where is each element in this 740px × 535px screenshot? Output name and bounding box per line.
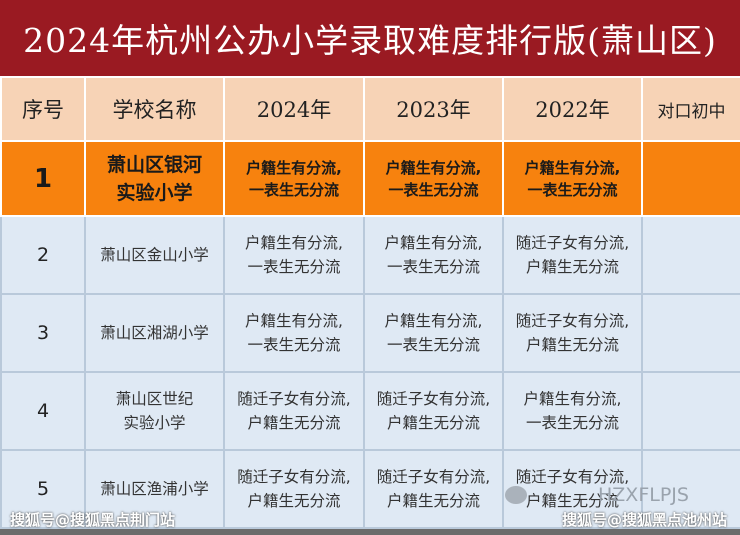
year-2024-cell: 户籍生有分流, 一表生无分流 [223,293,365,373]
year-2022-cell: 随迁子女有分流, 户籍生无分流 [502,293,643,373]
ranking-table: 序号 学校名称 2024年 2023年 2022年 对口初中 1 萧山区银河实验小… [0,76,740,529]
school-name-cell-text: 萧山区金山小学 [100,246,209,264]
header-cell: 序号 [0,76,86,142]
year-2024-cell: 随迁子女有分流, 户籍生无分流 [223,449,365,529]
rank-cell: 1 [0,140,86,217]
rank-cell: 2 [0,215,86,295]
header-cell: 学校名称 [84,76,225,142]
year-2023-cell-text: 一表生无分流 [388,180,479,199]
year-2023-cell-text: 户籍生有分流, [384,234,483,252]
year-2023-cell-text: 一表生无分流 [386,336,480,354]
year-2023-cell-text: 户籍生无分流 [386,414,480,432]
rank-cell-text: 2 [36,244,50,266]
year-2022-cell-text: 户籍生有分流, [524,158,621,177]
school-name-cell-text: 萧山区世纪 [115,390,194,408]
middle-school-cell [641,449,740,529]
school-name-cell: 萧山区湘湖小学 [84,293,225,373]
year-2023-cell: 户籍生有分流, 一表生无分流 [363,293,504,373]
year-2024-cell-text: 一表生无分流 [247,258,341,276]
table-row: 3 萧山区湘湖小学 户籍生有分流, 一表生无分流 户籍生有分流, 一表生无分流 随迁子女有分… [0,293,740,373]
year-2024-cell-text: 随迁子女有分流, [237,468,351,486]
year-2023-cell-text: 随迁子女有分流, [376,468,491,486]
school-name-cell: 萧山区渔浦小学 [84,449,225,529]
table-header: 序号 学校名称 2024年 2023年 2022年 对口初中 [0,76,740,142]
middle-school-cell [641,140,740,217]
year-2022-cell-text: 一表生无分流 [525,414,619,432]
watermark-right: 搜狐号@搜狐黑点池州站 [562,511,728,529]
rank-cell-text: 3 [36,322,50,344]
school-name-cell: 萧山区金山小学 [84,215,225,295]
middle-school-cell [641,293,740,373]
year-2024-cell-text: 户籍生无分流 [247,492,341,510]
rank-cell-text: 4 [36,400,50,422]
school-name-cell-text: 萧山区渔浦小学 [100,480,209,498]
year-2023-cell: 随迁子女有分流, 户籍生无分流 [363,449,504,529]
year-2024-cell-text: 户籍生有分流, [245,234,343,252]
year-2022-cell-text: 随迁子女有分流, [515,234,630,252]
year-2022-cell-text: 户籍生无分流 [525,492,619,510]
year-2024-cell-text: 随迁子女有分流, [237,390,351,408]
year-2023-cell-text: 随迁子女有分流, [376,390,491,408]
year-2023-cell-text: 户籍生有分流, [384,312,483,330]
year-2023-cell: 户籍生有分流, 一表生无分流 [363,215,504,295]
watermark-left: 搜狐号@搜狐黑点荆门站 [10,511,176,529]
school-name-cell: 萧山区世纪 实验小学 [84,371,225,451]
rank-cell-text: 5 [36,478,50,500]
page-title: 2024年杭州公办小学录取难度排行版(萧山区) [0,0,740,76]
year-2023-cell: 随迁子女有分流, 户籍生无分流 [363,371,504,451]
year-2024-cell: 户籍生有分流, 一表生无分流 [223,140,365,217]
year-2022-cell-text: 户籍生无分流 [525,336,619,354]
year-2024-cell: 户籍生有分流, 一表生无分流 [223,215,365,295]
table-row: 4 萧山区世纪 实验小学 随迁子女有分流, 户籍生无分流 随迁子女有分流, 户籍生无分流 户籍… [0,371,740,451]
year-2022-cell: 随迁子女有分流, 户籍生无分流 [502,449,643,529]
rank-cell: 4 [0,371,86,451]
year-2024-cell-text: 户籍生有分流, [245,312,343,330]
year-2022-cell: 户籍生有分流, 一表生无分流 [502,140,643,217]
year-2022-cell-text: 户籍生无分流 [525,258,619,276]
year-2023-cell-text: 户籍生有分流, [385,158,482,177]
year-2024-cell-text: 一表生无分流 [247,336,341,354]
table-row: 5 萧山区渔浦小学 随迁子女有分流, 户籍生无分流 随迁子女有分流, 户籍生无分流 随迁子女… [0,449,740,529]
school-name-cell-text: 萧山区湘湖小学 [100,324,209,342]
header-cell: 2024年 [223,76,365,142]
header-cell: 2022年 [502,76,643,142]
year-2023-cell: 户籍生有分流, 一表生无分流 [363,140,504,217]
year-2022-cell-text: 随迁子女有分流, [515,312,630,330]
year-2022-cell-text: 随迁子女有分流, [515,468,630,486]
rank-cell-text: 1 [33,163,53,194]
school-name-cell: 萧山区银河 实验小学 [84,140,225,217]
school-name-cell-text: 实验小学 [123,414,186,432]
wechat-watermark: HZXFLPJS [598,484,689,506]
rank-cell: 5 [0,449,86,529]
middle-school-cell [641,371,740,451]
school-name-cell-text: 实验小学 [116,181,193,204]
year-2022-cell: 随迁子女有分流, 户籍生无分流 [502,215,643,295]
header-cell: 2023年 [363,76,504,142]
year-2023-cell-text: 户籍生无分流 [386,492,480,510]
year-2024-cell-text: 户籍生有分流, [246,158,342,177]
wechat-icon [505,486,527,504]
year-2024-cell: 随迁子女有分流, 户籍生无分流 [223,371,365,451]
table-row: 1 萧山区银河 实验小学 户籍生有分流, 一表生无分流 户籍生有分流, 一表生无分流 户籍生有… [0,140,740,217]
school-name-cell-text: 萧山区银河 [106,153,202,176]
year-2022-cell: 户籍生有分流, 一表生无分流 [502,371,643,451]
year-2022-cell-text: 一表生无分流 [527,180,618,199]
middle-school-cell [641,215,740,295]
year-2022-cell-text: 户籍生有分流, [523,390,622,408]
header-cell: 对口初中 [641,76,740,142]
year-2023-cell-text: 一表生无分流 [386,258,480,276]
year-2024-cell-text: 户籍生无分流 [247,414,341,432]
table-row: 2 萧山区金山小学 户籍生有分流, 一表生无分流 户籍生有分流, 一表生无分流 随迁子女有分… [0,215,740,295]
year-2024-cell-text: 一表生无分流 [248,180,339,199]
rank-cell: 3 [0,293,86,373]
